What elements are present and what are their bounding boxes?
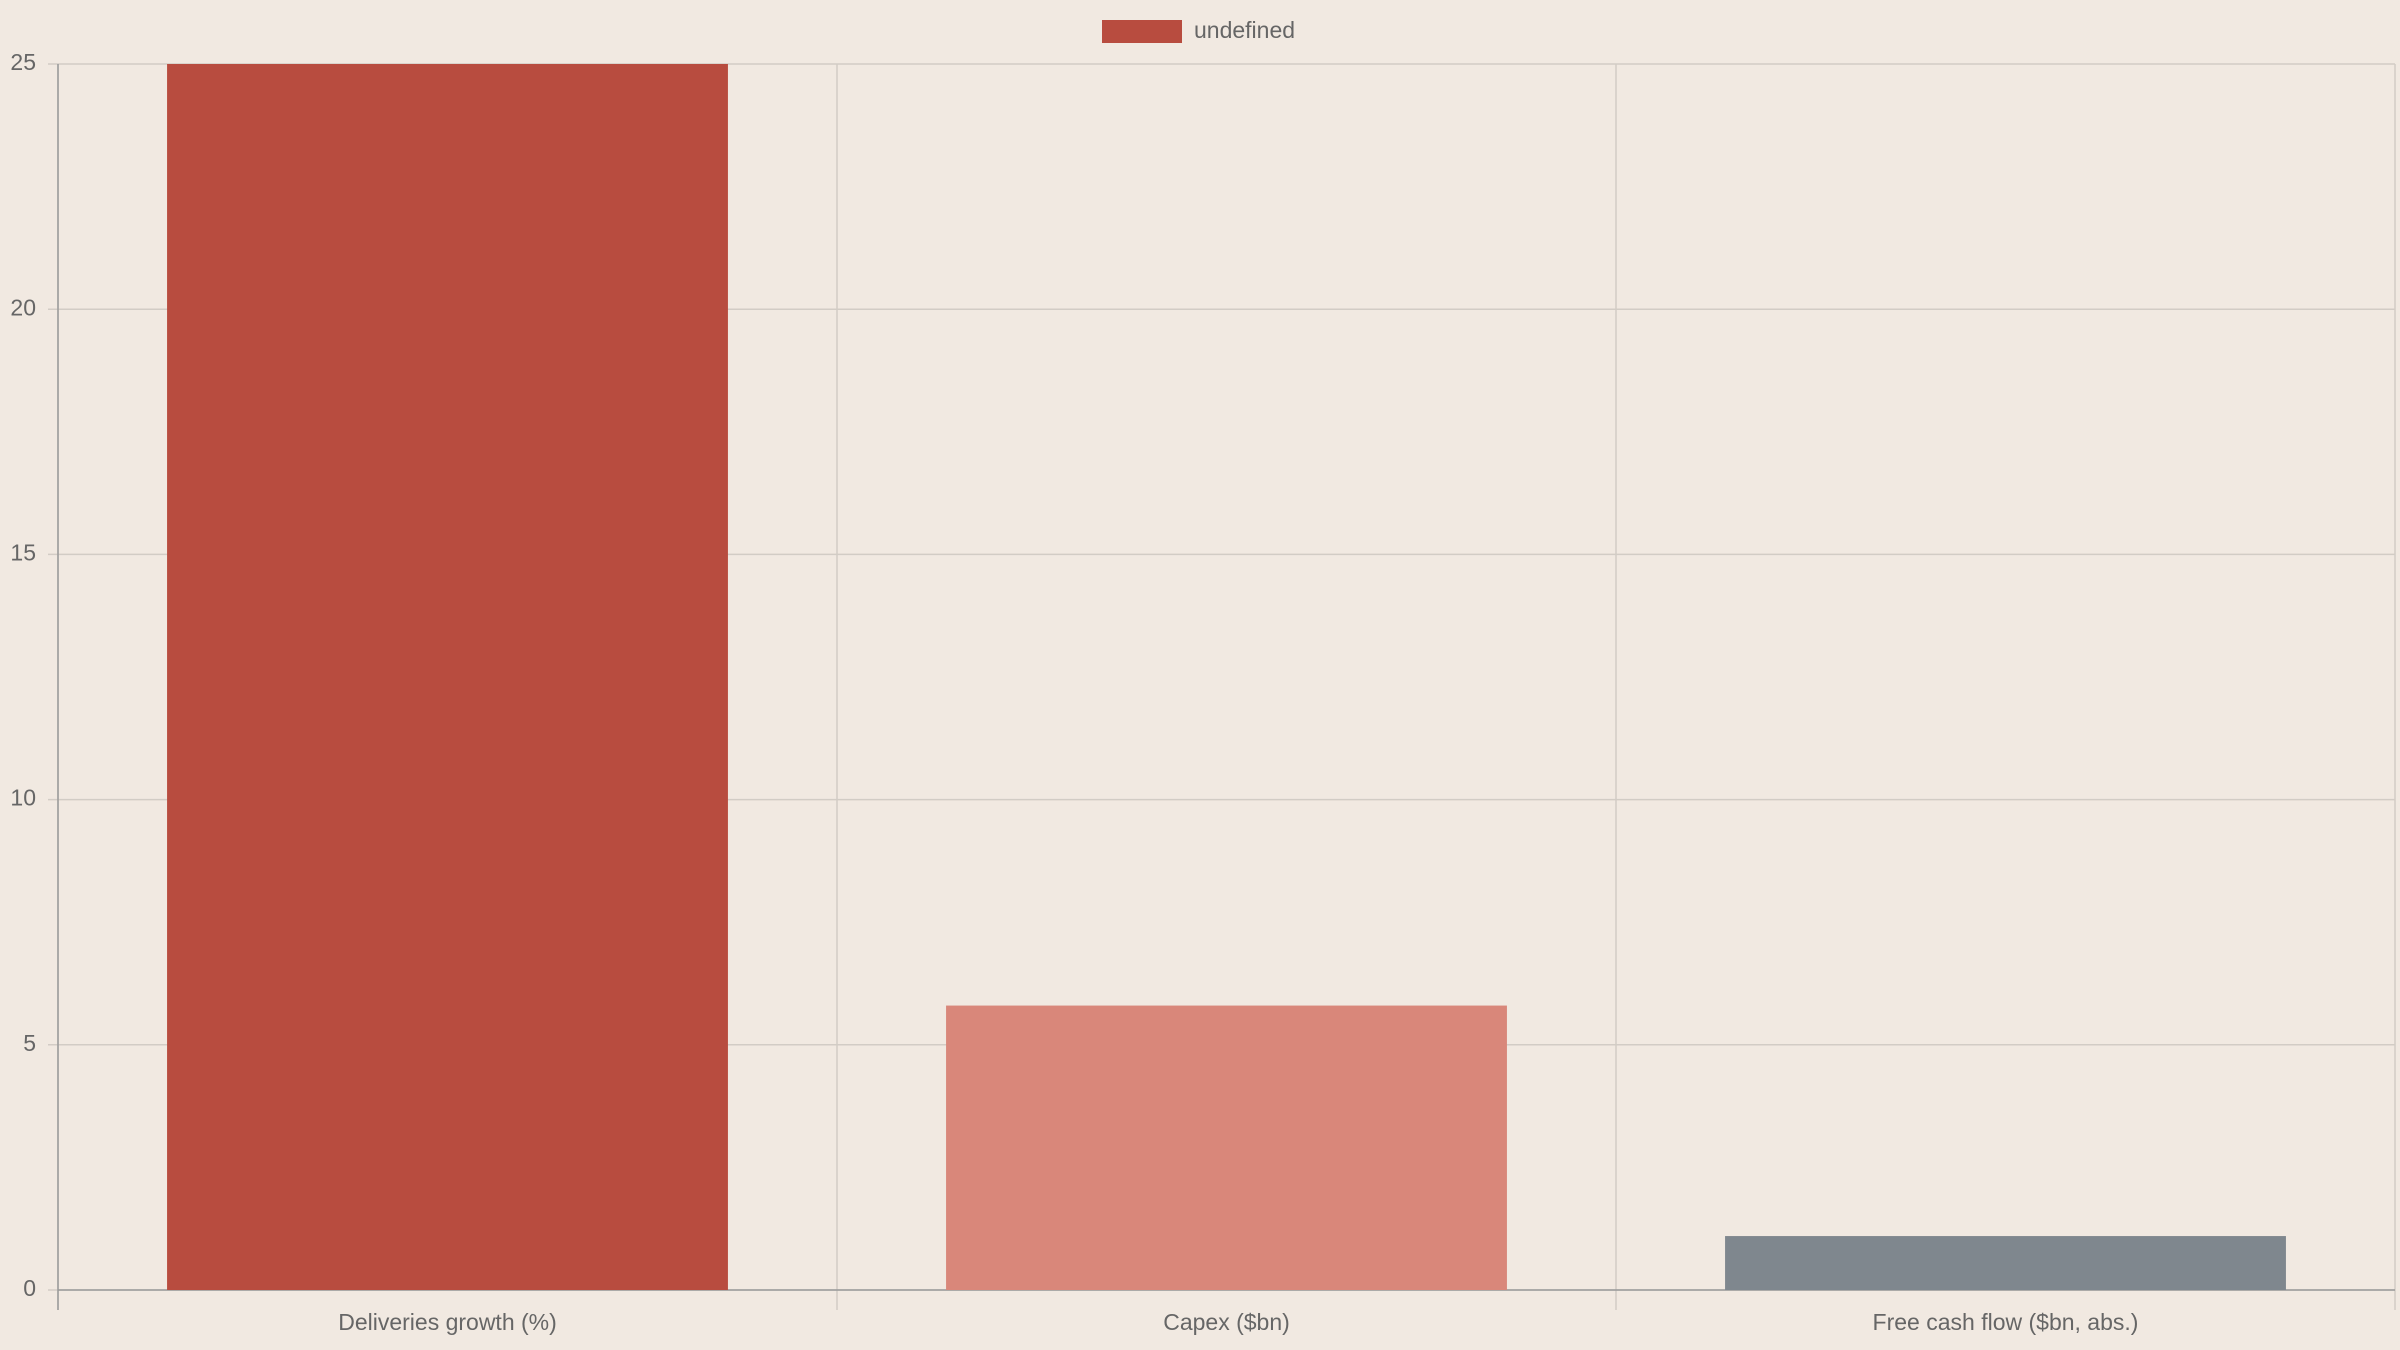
y-tick-label: 25 (10, 49, 36, 75)
legend-label: undefined (1194, 17, 1295, 43)
bar (1725, 1236, 2286, 1290)
x-tick-label: Capex ($bn) (1163, 1309, 1290, 1335)
bar (946, 1005, 1507, 1290)
x-tick-label: Free cash flow ($bn, abs.) (1873, 1309, 2139, 1335)
y-tick-label: 15 (10, 539, 36, 565)
y-tick-label: 0 (23, 1275, 36, 1301)
y-tick-label: 20 (10, 294, 36, 320)
y-tick-label: 10 (10, 785, 36, 811)
x-tick-label: Deliveries growth (%) (338, 1309, 557, 1335)
y-tick-label: 5 (23, 1030, 36, 1056)
bar (167, 64, 728, 1290)
legend-swatch (1102, 20, 1182, 43)
